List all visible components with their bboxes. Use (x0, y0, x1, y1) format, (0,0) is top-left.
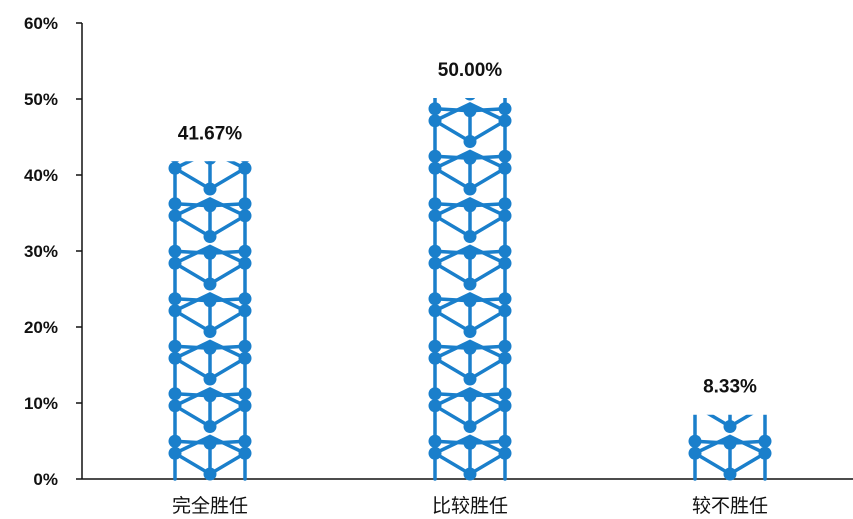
bar-data-label: 50.00% (438, 60, 503, 81)
x-axis: 完全胜任 比较胜任 较不胜任 (82, 478, 853, 517)
y-tick-label: 50% (24, 90, 58, 109)
bar (168, 161, 252, 481)
x-category-label: 比较胜任 (432, 495, 508, 517)
x-category-label: 完全胜任 (172, 495, 248, 517)
x-category-label: 较不胜任 (692, 495, 768, 517)
bars (168, 98, 772, 481)
y-tick-label: 10% (24, 394, 58, 413)
y-tick-label: 20% (24, 318, 58, 337)
y-tick-label: 40% (24, 166, 58, 185)
bar-data-label: 41.67% (178, 123, 243, 144)
bar-data-label: 8.33% (703, 377, 757, 398)
data-labels: 41.67% 50.00% 8.33% (178, 60, 757, 398)
bar (688, 414, 772, 481)
y-tick-label: 60% (24, 14, 58, 33)
y-tick-label: 30% (24, 242, 58, 261)
bar (428, 98, 512, 481)
y-axis: 0% 10% 20% 30% 40% 50% 60% (24, 14, 83, 489)
y-tick-label: 0% (33, 470, 58, 489)
